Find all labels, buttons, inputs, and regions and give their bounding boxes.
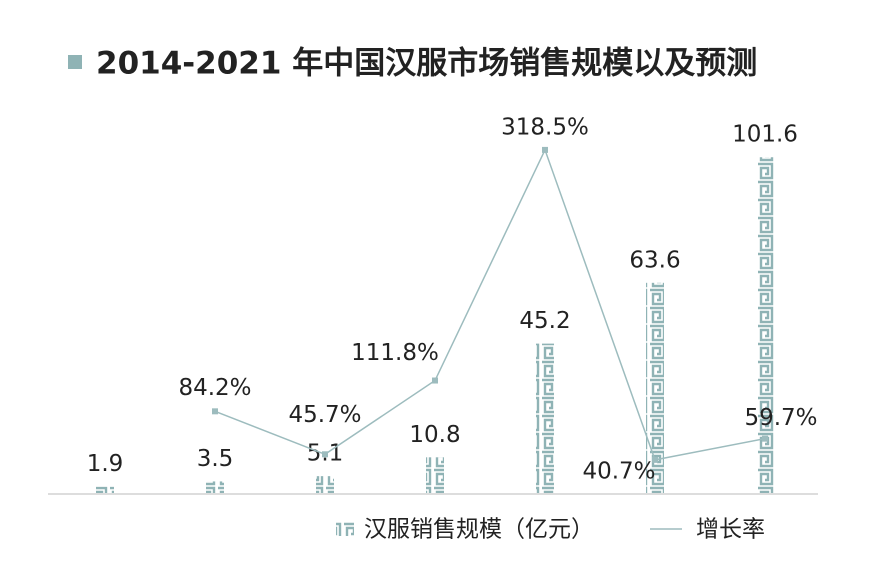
legend-label: 汉服销售规模（亿元） bbox=[364, 517, 594, 543]
line-value-label: 318.5% bbox=[501, 114, 589, 140]
line-value-label: 84.2% bbox=[178, 375, 251, 401]
line-point bbox=[652, 456, 658, 463]
title-marker bbox=[68, 55, 82, 69]
line-value-label: 111.8% bbox=[351, 340, 439, 366]
line-point bbox=[762, 435, 768, 442]
bar bbox=[96, 486, 114, 493]
bar-value-label: 1.9 bbox=[87, 451, 124, 477]
line-point bbox=[322, 451, 328, 458]
bar bbox=[206, 481, 224, 493]
line-value-label: 40.7% bbox=[582, 458, 655, 484]
line-value-label: 45.7% bbox=[288, 402, 361, 428]
line-point bbox=[212, 408, 218, 415]
chart-title: 2014-2021 年中国汉服市场销售规模以及预测 bbox=[96, 46, 757, 82]
legend-swatch bbox=[336, 522, 354, 536]
bar bbox=[316, 476, 334, 493]
line-point bbox=[542, 146, 548, 153]
bar-value-label: 3.5 bbox=[197, 446, 234, 472]
bar bbox=[536, 343, 554, 493]
line-point bbox=[432, 377, 438, 384]
bar bbox=[756, 157, 774, 493]
bar-value-label: 45.2 bbox=[519, 308, 570, 334]
bar-value-label: 10.8 bbox=[409, 422, 460, 448]
bar-value-label: 101.6 bbox=[732, 122, 798, 148]
line bbox=[214, 147, 766, 461]
bar-value-label: 63.6 bbox=[629, 247, 680, 273]
legend-label: 增长率 bbox=[696, 517, 765, 543]
bar bbox=[426, 457, 444, 493]
line-value-label: 59.7% bbox=[744, 405, 817, 431]
bar bbox=[646, 282, 664, 493]
